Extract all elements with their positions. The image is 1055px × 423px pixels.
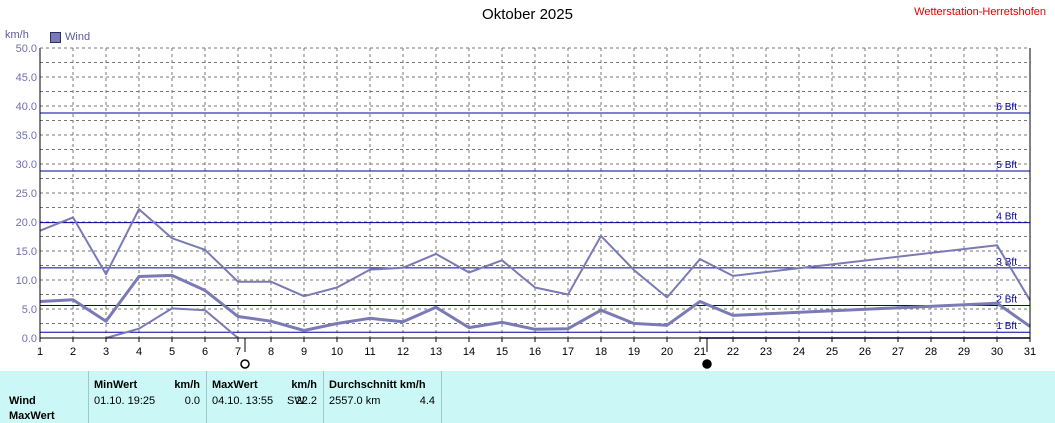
max-direction: SW (287, 395, 305, 407)
series-line-wind (39, 273, 1031, 332)
y-tick-label: 20.0 (16, 217, 37, 229)
bft-label-6: 6 Bft (996, 102, 1017, 113)
station-name: Wetterstation-Herretshofen (914, 6, 1046, 18)
x-tick-label-2: 2 (70, 346, 76, 358)
max-unit: km/h (291, 379, 317, 391)
stats-min-cell: MinWert km/h 01.10. 19:25 0.0 (89, 371, 207, 423)
x-tick-labels: 1 2 3 4 5 6 7 8 9 10 11 12 13 14 15 16 17 18 19 20 21 22 23 24 2… (37, 338, 1036, 358)
y-tick-label: 15.0 (16, 246, 37, 258)
statistics-panel: Wind MaxWert MinWert km/h 01.10. 19:25 0… (0, 371, 1055, 423)
new-moon-icon (702, 359, 712, 369)
x-tick-label-24: 24 (793, 346, 805, 358)
bft-label-5: 5 Bft (996, 160, 1017, 171)
x-tick-label-3: 3 (103, 346, 109, 358)
x-tick-label-14: 14 (463, 346, 475, 358)
x-tick-label-30: 30 (991, 346, 1003, 358)
min-value: 0.0 (184, 395, 200, 407)
x-tick-label-16: 16 (529, 346, 541, 358)
x-tick-label-8: 8 (268, 346, 274, 358)
x-tick-label-29: 29 (958, 346, 970, 358)
x-tick-label-9: 9 (301, 346, 307, 358)
row-label-maxwert: MaxWert (9, 410, 55, 422)
x-tick-label-31: 31 (1024, 346, 1036, 358)
y-tick-label: 0.0 (22, 333, 37, 345)
x-tick-label-15: 15 (496, 346, 508, 358)
y-tick-label: 45.0 (16, 72, 37, 84)
x-tick-label-12: 12 (397, 346, 409, 358)
y-tick-label: 35.0 (16, 130, 37, 142)
max-header: MaxWert (212, 379, 258, 391)
x-tick-label-21: 21 (694, 346, 706, 358)
bft-label-4: 4 Bft (996, 212, 1017, 223)
x-tick-label-19: 19 (628, 346, 640, 358)
row-label-wind: Wind (9, 395, 36, 407)
chart-title: Oktober 2025 (482, 6, 573, 23)
x-tick-label-5: 5 (169, 346, 175, 358)
avg-header: Durchschnitt km/h (329, 379, 426, 391)
x-tick-label-22: 22 (727, 346, 739, 358)
max-value: 22.2 (295, 395, 317, 407)
y-tick-label: 10.0 (16, 275, 37, 287)
series-line-maxwert (39, 208, 1031, 301)
x-tick-label-27: 27 (892, 346, 904, 358)
legend-label: Wind (65, 31, 91, 43)
avg-value: 4.4 (419, 395, 435, 407)
max-datetime: 04.10. 13:55 (212, 395, 274, 407)
moon-phase-markers (240, 338, 712, 369)
y-tick-labels: 0.0 5.0 10.0 15.0 20.0 25.0 30.0 35.0 40.0 45.0 50… (16, 43, 37, 345)
x-tick-label-4: 4 (136, 346, 142, 358)
bft-label-1: 1 Bft (996, 321, 1017, 332)
x-tick-label-20: 20 (661, 346, 673, 358)
x-tick-label-23: 23 (760, 346, 772, 358)
legend: Wind (50, 31, 90, 43)
y-axis-unit: km/h (5, 29, 29, 41)
min-header: MinWert (94, 379, 138, 391)
stats-row-labels: Wind MaxWert (0, 371, 89, 423)
x-tick-label-6: 6 (202, 346, 208, 358)
grid-lines (40, 48, 1030, 338)
x-tick-label-11: 11 (364, 346, 375, 358)
y-tick-label: 40.0 (16, 101, 37, 113)
x-tick-label-25: 25 (826, 346, 838, 358)
stats-max-cell: MaxWert km/h 04.10. 13:55 SW 22.2 (207, 371, 324, 423)
series-line-minwert (105, 307, 239, 339)
legend-swatch (50, 31, 61, 43)
x-tick-label-1: 1 (37, 346, 43, 358)
x-tick-label-17: 17 (562, 346, 574, 358)
min-unit: km/h (174, 379, 200, 391)
x-tick-label-13: 13 (430, 346, 442, 358)
x-tick-label-18: 18 (595, 346, 607, 358)
x-tick-label-26: 26 (859, 346, 871, 358)
avg-distance: 2557.0 km (329, 395, 381, 407)
x-tick-label-28: 28 (925, 346, 937, 358)
y-tick-label: 50.0 (16, 43, 37, 55)
x-tick-label-10: 10 (331, 346, 343, 358)
bft-label-2: 2 Bft (996, 295, 1017, 306)
min-datetime: 01.10. 19:25 (94, 395, 156, 407)
stats-avg-cell: Durchschnitt km/h 2557.0 km 4.4 (324, 371, 442, 423)
y-tick-label: 5.0 (22, 304, 37, 316)
y-tick-label: 25.0 (16, 188, 37, 200)
y-tick-label: 30.0 (16, 159, 37, 171)
x-tick-label-7: 7 (235, 346, 241, 358)
full-moon-icon (240, 359, 250, 369)
